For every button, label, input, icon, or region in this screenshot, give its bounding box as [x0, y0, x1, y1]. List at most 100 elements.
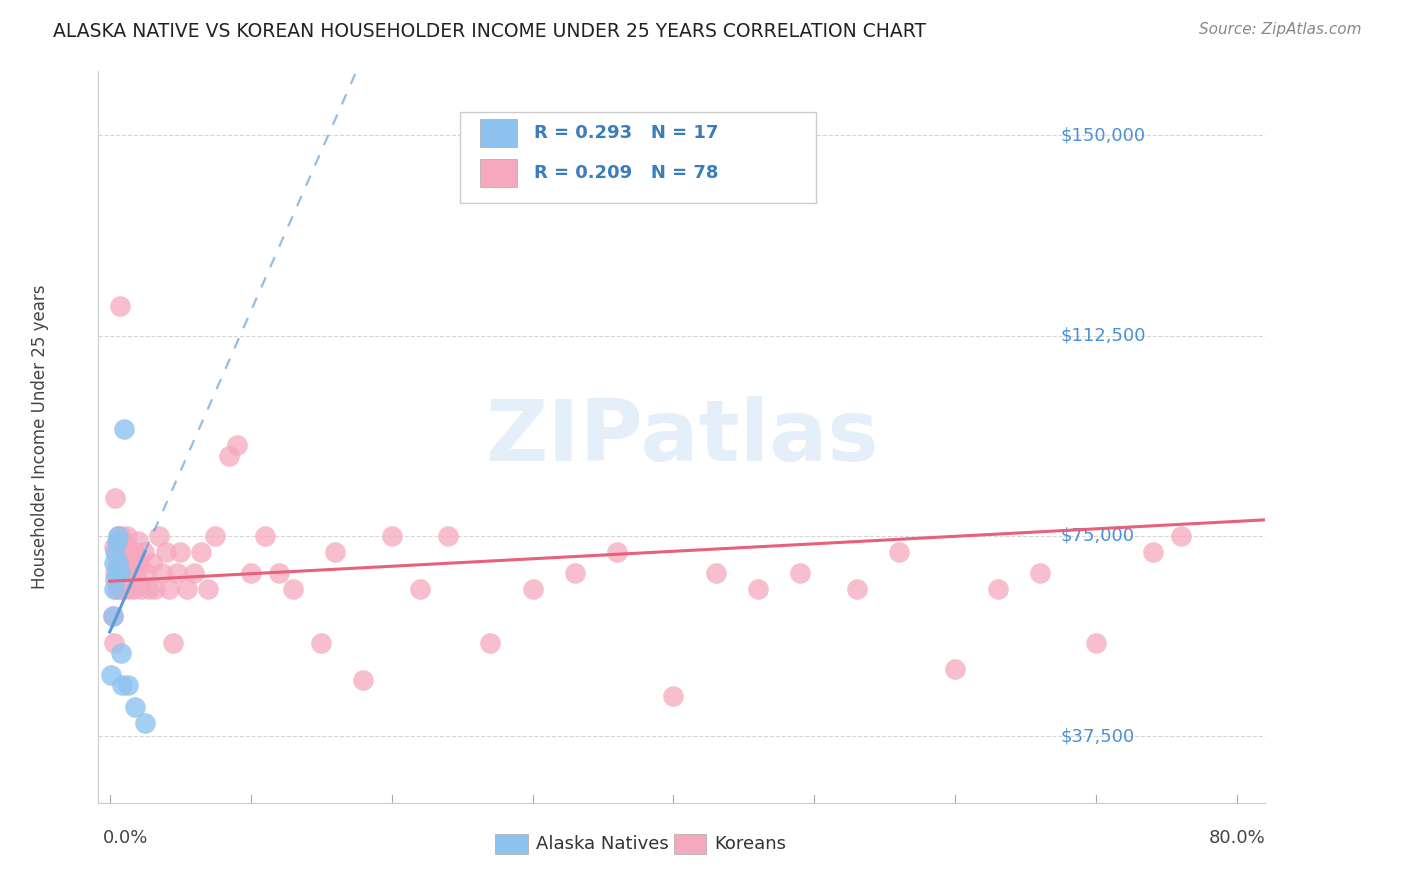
Text: Koreans: Koreans: [714, 835, 786, 853]
Point: [110, 582, 132, 597]
Point: [747, 582, 769, 597]
Point: [118, 582, 141, 597]
Point: [114, 556, 136, 570]
Point: [103, 540, 125, 554]
Point: [104, 572, 127, 586]
Point: [143, 582, 166, 597]
Point: [110, 556, 132, 570]
Point: [129, 582, 152, 597]
Point: [169, 545, 191, 559]
Point: [437, 529, 460, 543]
Point: [381, 529, 404, 543]
Bar: [673, 833, 706, 854]
Text: $112,500: $112,500: [1060, 326, 1146, 344]
Point: [100, 667, 122, 681]
Point: [1085, 635, 1108, 649]
Point: [112, 422, 135, 436]
Point: [110, 529, 132, 543]
Point: [204, 529, 226, 543]
Point: [108, 545, 131, 559]
Point: [218, 449, 240, 463]
Point: [111, 534, 134, 549]
Point: [103, 635, 125, 649]
Text: Householder Income Under 25 years: Householder Income Under 25 years: [31, 285, 49, 590]
Point: [115, 529, 138, 543]
Point: [107, 550, 129, 565]
Point: [155, 545, 177, 559]
Point: [162, 635, 184, 649]
Point: [281, 582, 304, 597]
Point: [253, 529, 276, 543]
Text: R = 0.209   N = 78: R = 0.209 N = 78: [534, 164, 718, 182]
Point: [323, 545, 346, 559]
Point: [124, 699, 146, 714]
Point: [190, 545, 212, 559]
Point: [107, 566, 129, 581]
Point: [789, 566, 811, 581]
Point: [352, 673, 374, 687]
FancyBboxPatch shape: [460, 112, 815, 203]
Bar: [479, 120, 517, 147]
Point: [309, 635, 332, 649]
Point: [121, 545, 143, 559]
Point: [110, 646, 132, 660]
Point: [166, 566, 188, 581]
Point: [105, 566, 128, 581]
Text: ALASKA NATIVE VS KOREAN HOUSEHOLDER INCOME UNDER 25 YEARS CORRELATION CHART: ALASKA NATIVE VS KOREAN HOUSEHOLDER INCO…: [53, 22, 927, 41]
Point: [107, 556, 129, 570]
Point: [564, 566, 586, 581]
Point: [987, 582, 1010, 597]
Point: [138, 582, 160, 597]
Text: Alaska Natives: Alaska Natives: [536, 835, 669, 853]
Point: [127, 534, 149, 549]
Point: [103, 582, 125, 597]
Text: Source: ZipAtlas.com: Source: ZipAtlas.com: [1198, 22, 1361, 37]
Point: [108, 299, 131, 313]
Point: [124, 545, 146, 559]
Point: [1029, 566, 1052, 581]
Point: [267, 566, 290, 581]
Point: [148, 529, 170, 543]
Point: [107, 529, 129, 543]
Text: 0.0%: 0.0%: [103, 830, 148, 847]
Text: $37,500: $37,500: [1060, 727, 1135, 745]
Point: [887, 545, 910, 559]
Point: [845, 582, 868, 597]
Point: [135, 566, 157, 581]
Point: [132, 545, 155, 559]
Point: [111, 678, 134, 692]
Point: [409, 582, 432, 597]
Point: [141, 556, 163, 570]
Point: [111, 566, 134, 581]
Point: [197, 582, 219, 597]
Point: [108, 582, 131, 597]
Point: [1142, 545, 1164, 559]
Point: [479, 635, 502, 649]
Point: [104, 545, 127, 559]
Point: [105, 545, 128, 559]
Text: $75,000: $75,000: [1060, 527, 1135, 545]
Point: [104, 566, 127, 581]
Point: [662, 689, 685, 703]
Point: [157, 582, 180, 597]
Point: [150, 566, 173, 581]
Point: [103, 556, 125, 570]
Text: 80.0%: 80.0%: [1209, 830, 1265, 847]
Point: [105, 534, 128, 549]
Point: [105, 582, 128, 597]
Point: [117, 566, 139, 581]
Point: [112, 545, 135, 559]
Point: [107, 529, 129, 543]
Point: [943, 662, 966, 676]
Point: [225, 438, 247, 452]
Point: [104, 491, 127, 506]
Point: [122, 582, 145, 597]
Point: [704, 566, 727, 581]
Text: R = 0.293   N = 17: R = 0.293 N = 17: [534, 124, 718, 143]
Text: ZIPatlas: ZIPatlas: [485, 395, 879, 479]
Point: [183, 566, 205, 581]
Point: [120, 566, 142, 581]
Point: [117, 545, 139, 559]
Point: [108, 566, 131, 581]
Point: [134, 715, 156, 730]
